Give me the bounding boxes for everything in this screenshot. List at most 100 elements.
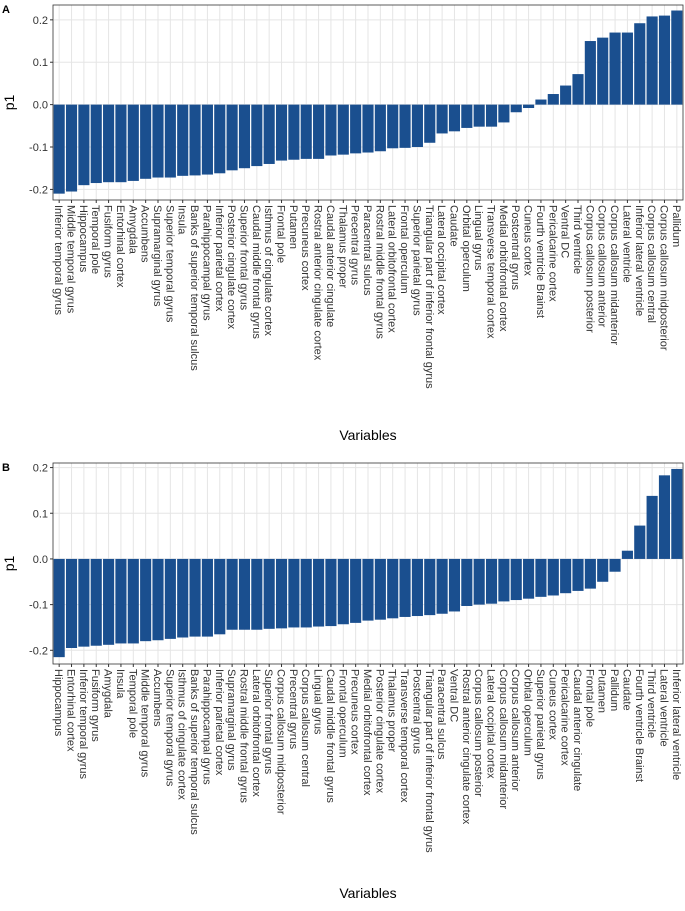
bar — [485, 558, 498, 604]
x-tick-label: Fourth ventricle Brainst — [534, 205, 546, 318]
x-tick-label: Lingual gyrus — [312, 669, 324, 735]
x-tick-label: Caudal middle frontal gyrus — [324, 669, 336, 803]
bar — [473, 558, 485, 605]
x-tick-label: Middle temporal gyrus — [139, 669, 151, 778]
bar — [177, 104, 189, 176]
bar — [65, 104, 78, 192]
x-tick-label: Paracentral sulcus — [361, 205, 373, 296]
x-tick-label: Ventral DC — [447, 669, 459, 722]
x-tick-label: Caudal anterior cingulate — [571, 669, 583, 791]
bar — [424, 104, 436, 143]
x-tick-label: Supramarginal gyrus — [151, 205, 163, 307]
x-tick-label: Thalamus proper — [386, 669, 398, 752]
x-tick-label: Orbital operculum — [522, 669, 534, 756]
bar — [288, 104, 300, 160]
bar — [597, 558, 609, 582]
bar — [374, 104, 386, 152]
bar — [584, 558, 596, 589]
x-tick-label: Lateral occipital cortex — [435, 205, 447, 315]
bar — [251, 104, 263, 167]
x-tick-label: Rostral middle frontal gyrus — [373, 205, 385, 339]
x-tick-label: Triangular part of inferior frontal gyru… — [423, 669, 435, 853]
x-tick-label: Rostral middle frontal gyrus — [237, 669, 249, 803]
x-tick-label: Banks of superior temporal sulcus — [188, 205, 200, 371]
bar — [658, 475, 671, 559]
bar — [300, 558, 312, 628]
x-tick-label: Hippocampus — [77, 205, 89, 273]
x-tick-label: Putamen — [596, 669, 608, 713]
bar — [597, 37, 609, 105]
x-tick-label: Supramarginal gyrus — [225, 669, 237, 771]
bar — [485, 104, 498, 127]
x-tick-label: Posterior cingulate cortex — [373, 669, 385, 794]
bar — [78, 104, 90, 186]
x-tick-label: Postcentral gyrus — [410, 669, 422, 754]
x-tick-label: Third ventricle — [571, 205, 583, 274]
bar — [646, 495, 658, 559]
x-tick-label: Corpus callosum central — [299, 669, 311, 787]
x-tick-label: Precentral gyrus — [287, 669, 299, 750]
y-axis-label: p1 — [1, 556, 17, 572]
x-tick-label: Accumbens — [139, 205, 151, 263]
x-tick-label: Corpus callosum midanterior — [497, 669, 509, 809]
bar — [646, 16, 658, 105]
x-tick-label: Corpus callosum central — [645, 205, 657, 323]
bar — [448, 104, 461, 132]
bar — [251, 558, 263, 630]
y-tick-label: 0.2 — [33, 463, 48, 475]
bar — [510, 558, 522, 601]
y-tick-label: -0.1 — [29, 142, 48, 154]
bar — [634, 23, 646, 105]
bar — [115, 104, 127, 183]
bar — [399, 558, 411, 617]
bar — [127, 558, 139, 644]
bar — [152, 558, 164, 641]
bar — [535, 558, 547, 597]
y-tick-label: 0.0 — [33, 100, 48, 112]
x-tick-label: Triangular part of inferior frontal gyru… — [423, 205, 435, 389]
bar — [337, 104, 349, 155]
bar — [387, 558, 399, 619]
bar — [498, 558, 510, 602]
bar — [671, 10, 683, 105]
bar — [621, 550, 633, 559]
panel-label: A — [2, 4, 10, 16]
x-tick-label: Third ventricle — [645, 669, 657, 738]
bar — [560, 558, 572, 594]
x-tick-label: Precentral gyrus — [349, 205, 361, 286]
x-tick-label: Fusiform gyrus — [102, 205, 114, 278]
bar — [53, 104, 65, 194]
bar — [263, 104, 275, 164]
y-tick-label: 0.2 — [33, 15, 48, 27]
x-tick-label: Frontal operculum — [336, 669, 348, 758]
x-axis-label: Variables — [339, 427, 396, 443]
bar — [547, 94, 559, 105]
bar — [275, 558, 288, 629]
x-tick-label: Superior frontal gyrus — [262, 669, 274, 775]
bar — [90, 104, 102, 184]
x-tick-label: Ventral DC — [559, 205, 571, 258]
bar — [300, 104, 312, 159]
x-tick-label: Lateral ventricle — [620, 205, 632, 283]
bar — [103, 558, 115, 645]
x-tick-label: Inferior parietal cortex — [213, 669, 225, 776]
bar — [152, 104, 164, 178]
x-tick-label: Entorhinal cortex — [114, 205, 126, 288]
bar — [325, 558, 337, 627]
x-tick-label: Corpus callosum midposterior — [275, 669, 287, 815]
x-axis-label: Variables — [339, 885, 396, 901]
x-tick-label: Pallidum — [608, 669, 620, 711]
bar — [362, 104, 374, 153]
bar — [387, 104, 399, 149]
x-tick-label: Hippocampus — [52, 669, 64, 737]
bar — [140, 558, 152, 642]
x-tick-label: Temporal pole — [89, 205, 101, 274]
x-tick-label: Isthmus of cingulate cortex — [176, 669, 188, 800]
x-tick-label: Superior frontal gyrus — [237, 205, 249, 311]
x-tick-label: Putamen — [287, 205, 299, 249]
bar — [140, 104, 152, 179]
bar — [448, 558, 461, 612]
bar — [535, 99, 547, 105]
panel-label: B — [2, 462, 10, 474]
x-tick-label: Corpus callosum midanterior — [608, 205, 620, 345]
